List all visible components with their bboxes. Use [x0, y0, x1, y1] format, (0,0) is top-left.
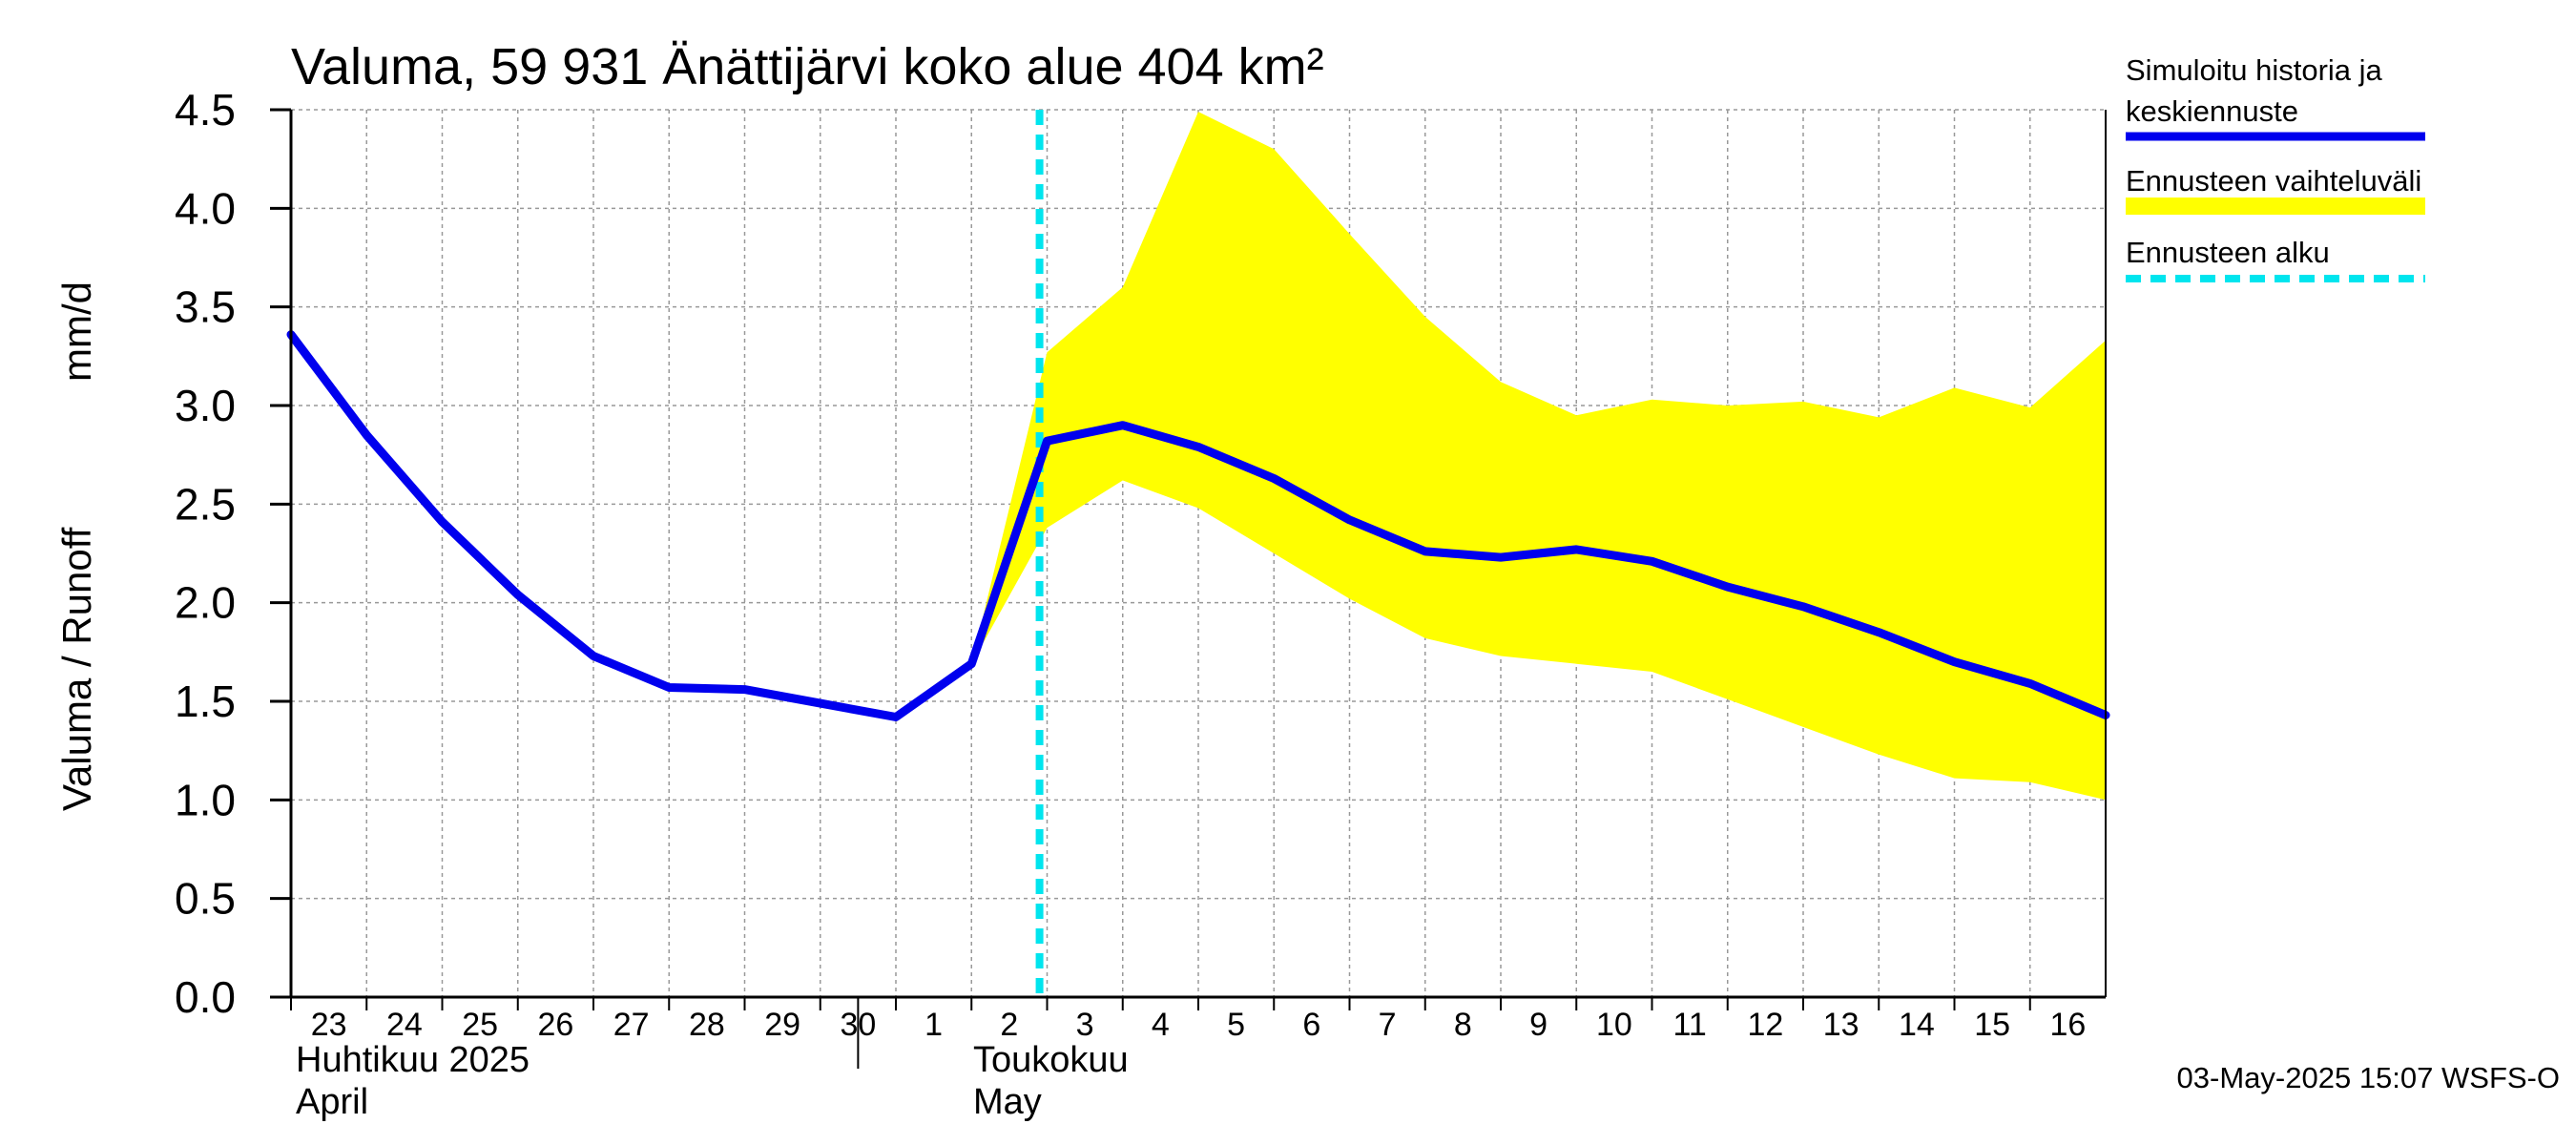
y-tick-label: 0.5: [175, 874, 236, 924]
x-tick-label: 10: [1596, 1007, 1632, 1043]
y-axis-label-right: mm/d: [54, 281, 99, 382]
y-tick-label: 1.5: [175, 677, 236, 726]
y-tick-label: 2.0: [175, 578, 236, 628]
x-tick-label: 24: [386, 1007, 423, 1043]
x-tick-label: 28: [689, 1007, 725, 1043]
legend-history-line2: keskiennuste: [2126, 94, 2298, 128]
x-tick-label: 5: [1227, 1007, 1245, 1043]
y-tick-labels: 0.0 0.5 1.0 1.5 2.0 2.5 3.0 3.5 4.0 4.5: [175, 85, 291, 1022]
x-tick-label: 14: [1899, 1007, 1935, 1043]
x-tick-label: 27: [613, 1007, 650, 1043]
x-tick-label: 3: [1076, 1007, 1094, 1043]
x-tick-label: 1: [924, 1007, 943, 1043]
month-label-may-en: May: [973, 1082, 1042, 1122]
x-tick-label: 4: [1152, 1007, 1170, 1043]
y-tick-label: 2.5: [175, 479, 236, 529]
forecast-range-band: [971, 112, 2106, 801]
x-tick-label: 9: [1529, 1007, 1548, 1043]
legend-range-label: Ennusteen vaihteluväli: [2126, 164, 2421, 198]
footer-timestamp: 03-May-2025 15:07 WSFS-O: [2177, 1061, 2560, 1094]
y-tick-label: 4.0: [175, 183, 236, 233]
y-tick-label: 3.5: [175, 282, 236, 332]
x-tick-label: 12: [1747, 1007, 1783, 1043]
x-tick-label: 25: [462, 1007, 498, 1043]
x-tick-label: 30: [840, 1007, 876, 1043]
legend-start-label: Ennusteen alku: [2126, 236, 2330, 269]
x-tick-label: 2: [1000, 1007, 1018, 1043]
x-tick-label: 29: [764, 1007, 800, 1043]
forecast-range-area: [971, 112, 2106, 801]
y-axis-label-left: Valuma / Runoff: [54, 527, 99, 811]
y-tick-label: 3.0: [175, 381, 236, 430]
x-tick-label: 7: [1379, 1007, 1397, 1043]
x-tick-label: 6: [1302, 1007, 1320, 1043]
month-label-may-fi: Toukokuu: [973, 1040, 1129, 1080]
x-tick-label: 16: [2049, 1007, 2086, 1043]
x-tick-label: 13: [1823, 1007, 1859, 1043]
history-series-layer: [286, 330, 2110, 721]
legend-history-line1: Simuloitu historia ja: [2126, 53, 2383, 87]
x-tick-labels: 23 24 25 26 27 28 29 30 1 2 3 4 5 6 7 8 9 10 11 12 13 14 15 16: [290, 997, 2086, 1043]
x-tick-label: 8: [1454, 1007, 1472, 1043]
legend: Simuloitu historia ja keskiennuste Ennus…: [2126, 53, 2425, 282]
x-tick-label: 15: [1974, 1007, 2010, 1043]
x-tick-label: 11: [1672, 1007, 1706, 1043]
month-label-april-en: April: [296, 1082, 368, 1122]
y-tick-label: 1.0: [175, 775, 236, 824]
y-tick-label: 0.0: [175, 972, 236, 1022]
month-label-april-fi: Huhtikuu 2025: [296, 1040, 530, 1080]
chart-title: Valuma, 59 931 Änättijärvi koko alue 404…: [291, 38, 1324, 95]
x-tick-label: 23: [311, 1007, 347, 1043]
x-tick-label: 26: [537, 1007, 573, 1043]
y-tick-label: 4.5: [175, 85, 236, 135]
history-series-line: [286, 330, 2110, 721]
